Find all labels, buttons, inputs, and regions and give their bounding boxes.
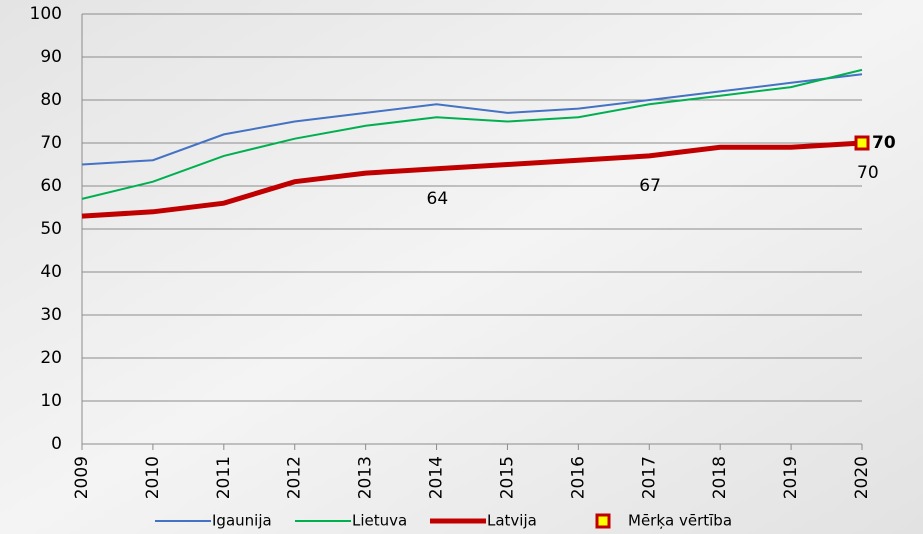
x-tick-label: 2018: [710, 456, 730, 499]
y-tick-label: 0: [51, 434, 62, 454]
y-tick-label: 80: [40, 90, 62, 110]
y-tick-label: 10: [40, 391, 62, 411]
x-tick-label: 2011: [214, 456, 234, 499]
x-tick-label: 2020: [852, 456, 872, 499]
marker: [854, 135, 870, 151]
x-tick-label: 2014: [427, 456, 447, 499]
line: [81, 140, 863, 219]
data-label: 70: [872, 133, 896, 153]
x-tick-label: 2009: [72, 456, 92, 499]
legend-label: Lietuva: [352, 512, 407, 530]
line: [81, 68, 863, 200]
legend-marker: [595, 513, 611, 529]
data-label: 64: [427, 189, 449, 209]
y-tick-label: 90: [40, 47, 62, 67]
y-tick-label: 60: [40, 176, 62, 196]
y-tick-label: 100: [30, 4, 62, 24]
legend-label: Igaunija: [212, 512, 272, 530]
line: [81, 73, 863, 166]
y-tick-label: 50: [40, 219, 62, 239]
x-tick-label: 2019: [781, 456, 801, 499]
x-tick-label: 2017: [639, 456, 659, 499]
legend-label: Latvija: [487, 512, 537, 530]
y-tick-label: 30: [40, 305, 62, 325]
y-tick-label: 70: [40, 133, 62, 153]
x-tick-label: 2010: [143, 456, 163, 499]
x-tick-label: 2016: [568, 456, 588, 499]
data-label: 70: [857, 163, 879, 183]
x-tick-label: 2012: [285, 456, 305, 499]
x-tick-label: 2013: [356, 456, 376, 499]
legend-label: Mērķa vērtība: [628, 512, 732, 530]
data-label: 67: [639, 176, 661, 196]
x-tick-label: 2015: [497, 456, 517, 499]
y-tick-label: 20: [40, 348, 62, 368]
y-tick-label: 40: [40, 262, 62, 282]
